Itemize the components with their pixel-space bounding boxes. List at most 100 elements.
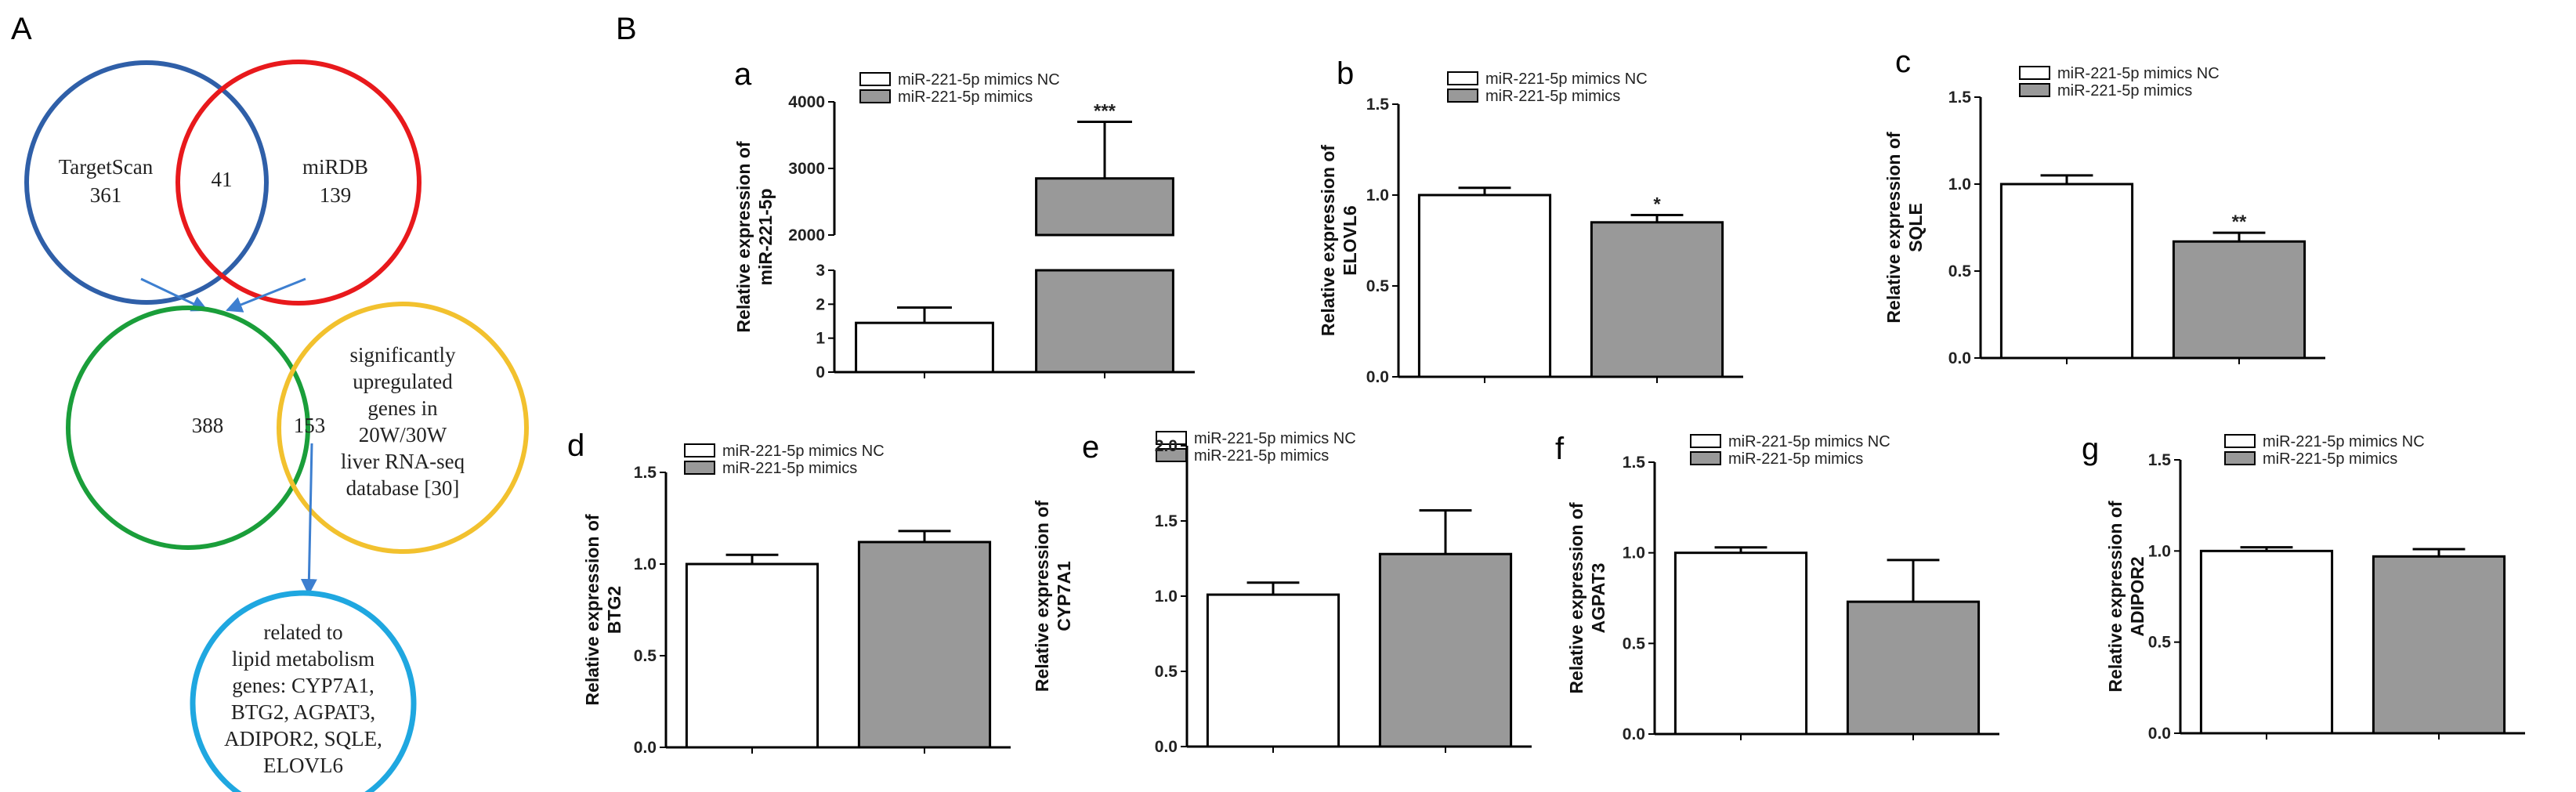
y-axis-label-line: ADIPOR2 bbox=[2127, 556, 2147, 636]
y-tick-label: 1.0 bbox=[1623, 544, 1645, 562]
legend-label-nc: miR-221-5p mimics NC bbox=[898, 71, 1060, 89]
targetscan-circle bbox=[24, 60, 269, 305]
text-line: significantly bbox=[350, 343, 456, 367]
significance-mark: * bbox=[1653, 194, 1661, 215]
legend-label-mimics: miR-221-5p mimics bbox=[2057, 82, 2192, 99]
y-axis-label: Relative expression ofSQLE bbox=[1883, 132, 1926, 323]
legend-label-mimics: miR-221-5p mimics bbox=[722, 460, 857, 477]
y-axis-label-line: BTG2 bbox=[604, 586, 624, 634]
bar-mimics bbox=[857, 541, 992, 749]
text-line: related to bbox=[263, 620, 342, 644]
y-axis-label-line: Relative expression of bbox=[1032, 501, 1052, 692]
legend-label-nc: miR-221-5p mimics NC bbox=[1485, 71, 1648, 88]
legend-label-nc: miR-221-5p mimics NC bbox=[1728, 433, 1890, 450]
mirdb-label: miRDB bbox=[302, 155, 368, 179]
panel-letter-c: c bbox=[1895, 45, 1911, 79]
legend-swatch-mimics bbox=[1690, 451, 1721, 465]
bar-nc bbox=[1673, 552, 1808, 736]
text-line: ADIPOR2, SQLE, bbox=[224, 727, 382, 750]
left-count: 388 bbox=[192, 414, 224, 437]
overlap-top-count: 41 bbox=[212, 168, 233, 191]
targetscan-label: TargetScan bbox=[59, 155, 154, 179]
y-axis-label-line: Relative expression of bbox=[1883, 132, 1904, 323]
legend-label-mimics: miR-221-5p mimics bbox=[1194, 447, 1329, 465]
y-axis-label: Relative expression ofBTG2 bbox=[582, 514, 624, 705]
y-tick-label: 1.0 bbox=[634, 555, 657, 573]
bar-nc bbox=[855, 321, 994, 374]
bar-nc bbox=[2199, 549, 2334, 735]
bar-mimics bbox=[2372, 555, 2506, 735]
legend-label-mimics: miR-221-5p mimics bbox=[898, 89, 1033, 106]
y-tick-label: 2.0 bbox=[1155, 437, 1178, 455]
legend-label-mimics: miR-221-5p mimics bbox=[1728, 450, 1863, 468]
y-tick-label: 1.0 bbox=[2148, 542, 2171, 560]
legend-swatch-mimics bbox=[1447, 89, 1478, 103]
y-tick-label: 0.5 bbox=[1155, 663, 1178, 681]
legend-swatch-mimics bbox=[684, 461, 715, 475]
legend-label-nc: miR-221-5p mimics NC bbox=[1194, 430, 1356, 447]
y-axis-label-line: Relative expression of bbox=[582, 514, 602, 705]
bar-mimics-upper bbox=[1035, 177, 1174, 237]
y-tick-label: 1.5 bbox=[1155, 512, 1178, 530]
legend-label-nc: miR-221-5p mimics NC bbox=[2057, 65, 2220, 82]
bar-mimics-lower bbox=[1035, 269, 1174, 374]
related-description: related to lipid metabolism genes: CYP7A1,… bbox=[224, 620, 382, 777]
upregulated-circle bbox=[277, 302, 529, 554]
legend-swatch-mimics bbox=[859, 89, 891, 103]
y-tick-label: 1.5 bbox=[1623, 454, 1646, 472]
panel-letter-a: a bbox=[734, 57, 752, 92]
y-axis-label-line: AGPAT3 bbox=[1588, 563, 1608, 634]
panel-letter-g: g bbox=[2082, 432, 2099, 466]
arrow-related bbox=[300, 443, 317, 596]
y-tick-label: 0 bbox=[816, 363, 825, 382]
y-axis-label-line: Relative expression of bbox=[1318, 145, 1338, 336]
candidate-circle bbox=[66, 306, 310, 550]
y-tick-label: 0.5 bbox=[1366, 277, 1390, 295]
text-line: lipid metabolism bbox=[232, 647, 374, 671]
text-line: genes: CYP7A1, bbox=[232, 674, 374, 697]
y-tick-label: 0.5 bbox=[1948, 262, 1972, 280]
panel-letter-b: b bbox=[1337, 56, 1354, 91]
legend-label-mimics: miR-221-5p mimics bbox=[1485, 88, 1620, 105]
y-tick-label: 1.5 bbox=[2148, 451, 2172, 469]
legend-swatch-nc bbox=[1690, 434, 1721, 448]
y-axis-label: Relative expression ofAGPAT3 bbox=[1566, 502, 1608, 693]
legend-swatch-nc bbox=[684, 443, 715, 457]
y-tick-label: 0.0 bbox=[1366, 368, 1389, 386]
y-tick-label: 0.0 bbox=[1623, 725, 1645, 743]
y-tick-label: 0.0 bbox=[1155, 738, 1178, 756]
arrow-targetscan bbox=[140, 277, 208, 312]
bar-mimics bbox=[2172, 240, 2306, 360]
bar-nc bbox=[1417, 193, 1552, 378]
bar-mimics bbox=[1846, 600, 1981, 736]
y-axis-label: Relative expression ofmiR-221-5p bbox=[733, 141, 776, 332]
y-tick-label: 1.0 bbox=[1948, 175, 1971, 193]
text-line: upregulated bbox=[353, 370, 453, 393]
panel-b-letter: B bbox=[616, 12, 637, 46]
panel-letter-d: d bbox=[567, 429, 584, 463]
y-tick-label: 0.5 bbox=[1623, 635, 1646, 653]
text-line: database [30] bbox=[346, 476, 460, 500]
arrow-mirdb bbox=[226, 277, 306, 313]
y-axis-label: Relative expression ofCYP7A1 bbox=[1032, 501, 1074, 692]
mirdb-count: 139 bbox=[320, 183, 352, 207]
legend-swatch-nc bbox=[1447, 71, 1478, 85]
venn-diagram: TargetScan 361 41 miRDB 139 388 153 sign… bbox=[24, 60, 529, 792]
y-tick-label: 1.0 bbox=[1366, 186, 1389, 204]
y-axis-label-line: Relative expression of bbox=[1566, 502, 1586, 693]
text-line: 20W/30W bbox=[359, 423, 447, 447]
legend-swatch-mimics bbox=[2224, 451, 2256, 465]
significance-mark: *** bbox=[1094, 101, 1116, 122]
panel-a-letter: A bbox=[11, 12, 32, 46]
